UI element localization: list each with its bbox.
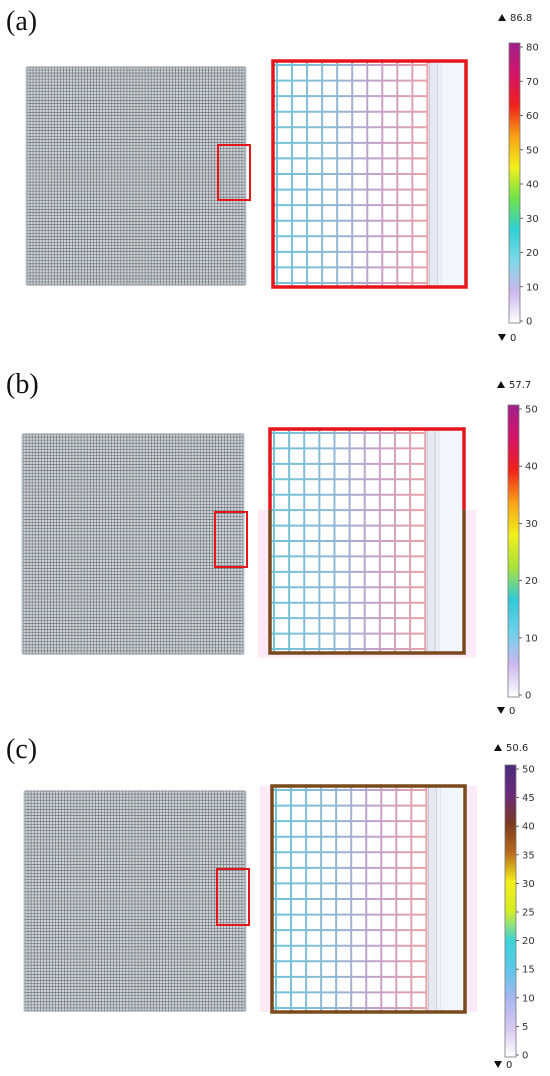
- colorbar-tick-label: 40: [526, 180, 539, 191]
- colorbar-tick-label: 5: [522, 1022, 528, 1033]
- colorbar-tick-label: 0: [525, 691, 531, 702]
- colorbar-tick-label: 10: [525, 633, 538, 644]
- min-arrow-icon: [498, 334, 506, 341]
- min-arrow-icon: [497, 707, 505, 714]
- colorbar-tick-label: 30: [526, 214, 539, 225]
- colorbar-tick-label: 10: [526, 282, 539, 293]
- panel-label: (b): [6, 369, 39, 400]
- panel-label: (a): [6, 6, 38, 37]
- colorbar-min-label: 0: [509, 706, 515, 717]
- full-mesh: [21, 433, 245, 655]
- colorbar-tick-label: 50: [525, 405, 538, 416]
- colorbar: 50 40 30 20 10 0 57.7 0: [497, 380, 538, 717]
- colorbar-tick-label: 15: [522, 965, 535, 976]
- colorbar-max-label: 50.6: [506, 743, 528, 754]
- full-mesh: [25, 66, 247, 286]
- colorbar-tick-label: 0: [526, 317, 532, 328]
- max-arrow-icon: [494, 744, 502, 751]
- colorbar-tick-label: 50: [526, 145, 539, 156]
- colorbar-tick-label: 20: [522, 936, 535, 947]
- panel-b-figure: 50 40 30 20 10 0 57.7 0: [21, 380, 538, 717]
- zoomed-mesh: [258, 427, 476, 658]
- colorbar-tick-label: 60: [526, 111, 539, 122]
- colorbar-tick-label: 30: [525, 519, 538, 530]
- panel-a-figure: 80 70 60 50 40 30 20 10 0 86.8 0: [25, 13, 539, 344]
- colorbar-min-label: 0: [506, 1060, 512, 1071]
- panel-b: (b) 50 40 30 20 10 0 57.7 0: [0, 365, 550, 720]
- colorbar-tick-label: 70: [526, 77, 539, 88]
- colorbar-tick-label: 0: [522, 1051, 528, 1062]
- colorbar-max-label: 86.8: [510, 13, 532, 24]
- panel-a: (a) 80 70 60 50 40 30 20 10 0 86.8 0: [0, 0, 550, 355]
- panel-label: (c): [6, 734, 38, 765]
- colorbar-tick-label: 50: [522, 765, 535, 776]
- colorbar-tick-label: 40: [525, 462, 538, 473]
- colorbar-tick-label: 20: [526, 248, 539, 259]
- inset-frame: [217, 144, 251, 201]
- colorbar-min-label: 0: [510, 333, 516, 344]
- colorbar-tick-label: 35: [522, 850, 535, 861]
- max-arrow-icon: [497, 381, 505, 388]
- inset-frame: [216, 868, 250, 926]
- colorbar-tick-label: 25: [522, 908, 535, 919]
- min-arrow-icon: [494, 1061, 502, 1068]
- zoomed-mesh: [271, 59, 468, 289]
- colorbar-tick-label: 40: [522, 822, 535, 833]
- colorbar-max-label: 57.7: [509, 380, 531, 391]
- colorbar-tick-label: 10: [522, 993, 535, 1004]
- inset-frame: [214, 511, 248, 568]
- panel-c: (c) 50 45 40 35 30 25 20 15 10 5 0 50.6 0: [0, 728, 550, 1076]
- colorbar-tick-label: 20: [525, 576, 538, 587]
- colorbar-tick-label: 30: [522, 879, 535, 890]
- full-mesh: [23, 790, 247, 1012]
- max-arrow-icon: [498, 14, 506, 21]
- zoomed-mesh: [260, 784, 477, 1014]
- colorbar-tick-label: 45: [522, 793, 535, 804]
- colorbar-tick-label: 80: [526, 43, 539, 54]
- colorbar: 80 70 60 50 40 30 20 10 0 86.8 0: [498, 13, 539, 344]
